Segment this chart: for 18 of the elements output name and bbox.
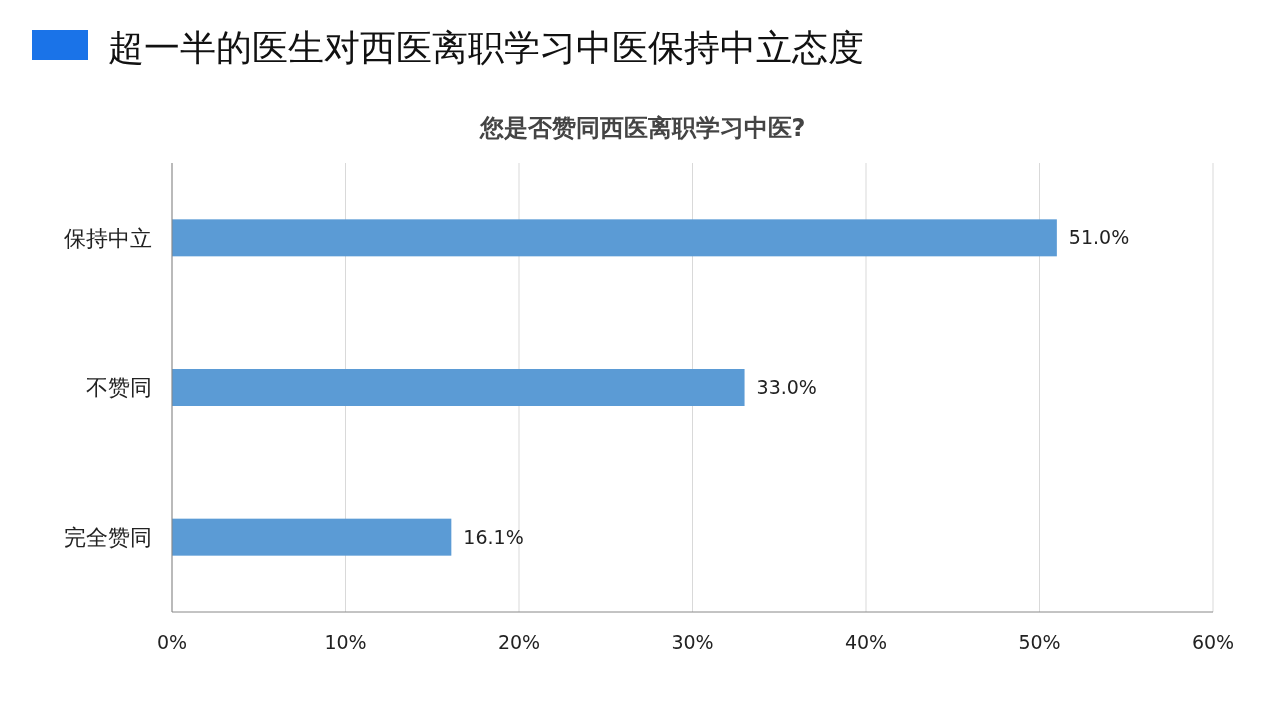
x-tick-label: 0% [156, 630, 188, 653]
x-tick-label: 60% [1191, 630, 1235, 653]
data-label: 51.0% [1068, 226, 1130, 249]
x-tick-label: 30% [671, 630, 714, 653]
x-tick-label: 10% [324, 630, 367, 653]
chart-title: 超一半的医生对西医离职学习中医保持中立态度 [108, 26, 864, 68]
y-tick-label: 保持中立 [64, 225, 152, 251]
bar [172, 369, 745, 406]
bar [172, 518, 452, 556]
y-tick-label: 不赞同 [86, 375, 152, 401]
data-label: 16.1% [463, 525, 524, 548]
y-tick-label: 完全赞同 [64, 524, 152, 550]
x-tick-label: 20% [497, 630, 541, 653]
chart-subtitle: 您是否赞同西医离职学习中医? [478, 114, 806, 143]
bar [172, 219, 1057, 257]
x-tick-label: 40% [844, 630, 888, 653]
data-label: 33.0% [756, 376, 817, 399]
x-tick-label: 50% [1018, 630, 1061, 653]
